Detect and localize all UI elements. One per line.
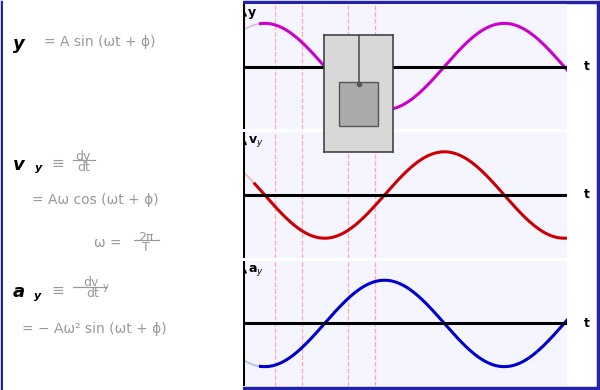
Text: = − Aω² sin (ωt + ϕ): = − Aω² sin (ωt + ϕ) [22, 322, 167, 336]
Text: T: T [142, 241, 149, 254]
Text: a$_y$: a$_y$ [248, 262, 263, 278]
Text: y: y [13, 35, 25, 53]
Text: dy: dy [76, 150, 91, 163]
Text: ≡: ≡ [51, 156, 64, 171]
Text: dt: dt [86, 287, 98, 300]
Text: v: v [13, 156, 25, 174]
Text: a: a [13, 283, 25, 301]
Text: y: y [103, 282, 109, 292]
Text: t: t [584, 188, 590, 202]
Text: t: t [584, 317, 590, 330]
Text: ≡: ≡ [51, 283, 64, 298]
Text: y: y [35, 163, 43, 173]
Text: 2π: 2π [138, 231, 154, 244]
Text: dt: dt [77, 161, 90, 174]
Text: y: y [34, 291, 41, 301]
Text: ω =: ω = [94, 236, 122, 250]
Text: = Aω cos (ωt + ϕ): = Aω cos (ωt + ϕ) [32, 193, 158, 207]
Text: dv: dv [83, 276, 99, 289]
Text: y: y [248, 6, 256, 19]
Text: v$_y$: v$_y$ [248, 134, 263, 149]
Text: = A sin (ωt + ϕ): = A sin (ωt + ϕ) [44, 35, 155, 49]
Text: t: t [584, 60, 590, 73]
Bar [339, 82, 378, 126]
